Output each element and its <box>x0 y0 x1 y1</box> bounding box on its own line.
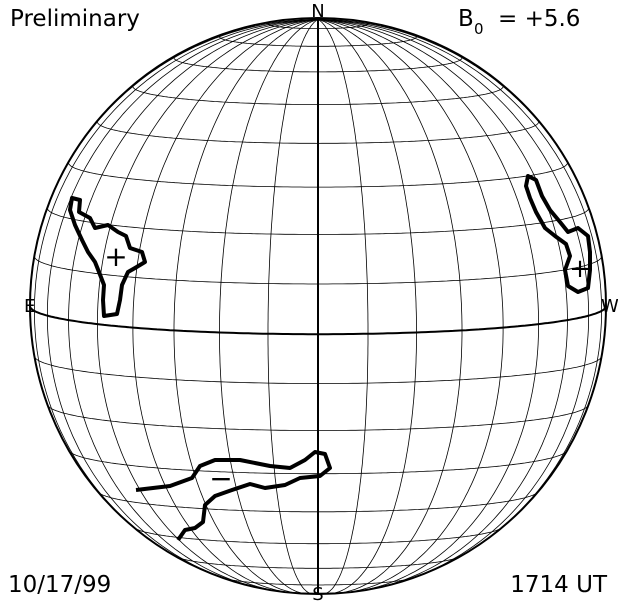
longitude-line <box>318 19 567 589</box>
b0-symbol: B <box>458 6 474 32</box>
b0-subscript: 0 <box>474 20 484 38</box>
longitude-line <box>133 19 318 592</box>
longitude-line <box>268 19 318 594</box>
longitude-line <box>318 19 368 594</box>
longitude-line <box>318 19 602 556</box>
region-polarity: + <box>569 254 591 284</box>
region-polarity: − <box>209 462 232 495</box>
east-label: E <box>24 296 35 317</box>
longitude-line <box>318 19 417 593</box>
longitude-line <box>318 19 503 592</box>
b0-value: = +5.6 <box>498 6 580 32</box>
region-polarity: + <box>104 240 127 273</box>
region-contour <box>136 452 330 540</box>
solar-disk-map: Preliminary B 0 = +5.6 N S E W + + − 10/… <box>0 0 618 603</box>
time: 1714 UT <box>510 572 608 598</box>
west-label: W <box>601 296 618 317</box>
south-label: S <box>312 584 323 603</box>
longitude-line <box>69 19 318 589</box>
north-label: N <box>311 1 324 22</box>
status-label: Preliminary <box>10 6 140 32</box>
date: 10/17/99 <box>8 572 111 598</box>
longitude-line <box>220 19 319 593</box>
longitude-line <box>34 19 318 556</box>
neutral-line-contours <box>70 176 590 540</box>
